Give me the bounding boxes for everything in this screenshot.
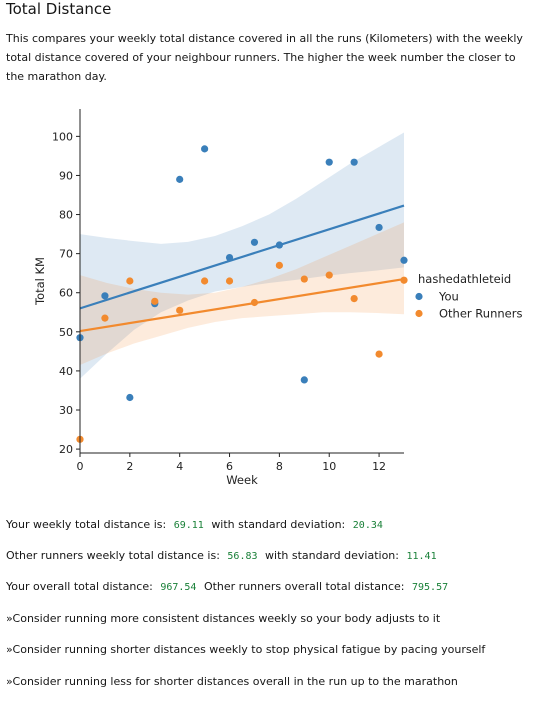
stat-you-sd-value: 20.34 [352,520,383,531]
data-point [101,292,109,300]
stat-you-weekly: Your weekly total distance is: 69.11 wit… [6,518,387,531]
y-tick-label: 40 [59,365,73,378]
data-point [176,175,184,183]
data-point [151,297,159,305]
y-tick-label: 30 [59,404,73,417]
data-point [325,158,333,166]
data-point [126,393,134,402]
data-point [225,253,234,262]
stat-others-weekly-label: Other runners weekly total distance is: [6,549,220,562]
tip-item: »Consider running shorter distances week… [6,643,486,656]
x-tick-label: 6 [226,460,233,473]
data-point [350,294,358,303]
x-tick-label: 2 [126,460,133,473]
data-point [201,145,209,153]
confidence-band-1 [80,222,404,366]
stat-others-weekly: Other runners weekly total distance is: … [6,549,441,562]
data-point [250,238,259,246]
confidence-band-0 [80,132,404,379]
data-point [126,277,134,285]
regression-line-0 [79,204,405,310]
x-tick-label: 4 [176,460,183,473]
data-point [400,256,408,264]
legend-title: hashedathleteid [418,272,511,286]
data-point [400,276,408,284]
stat-overall-value: 967.54 [160,582,197,593]
stat-you-weekly-label: Your weekly total distance is: [6,518,167,531]
stat-you-sd-label: with standard deviation: [211,518,346,531]
legend-label-0: You [438,290,459,304]
y-tick-label: 20 [59,443,73,456]
stat-others-weekly-value: 56.83 [227,551,258,562]
data-point [375,223,383,232]
data-point [300,376,308,384]
legend-marker-1 [415,309,423,318]
data-point [225,277,234,285]
y-tick-label: 90 [59,169,73,182]
stat-others-overall-label: Other runners overall total distance: [203,580,405,593]
data-point [375,350,383,358]
regression-line-1 [79,277,405,333]
stat-others-sd-label: with standard deviation: [265,549,399,562]
data-point [275,261,283,269]
tip-item: »Consider running more consistent distan… [6,612,441,625]
chart-description: This compares your weekly total distance… [6,32,523,83]
stat-others-sd-value: 11.41 [406,551,437,562]
stat-you-weekly-value: 69.11 [173,520,204,531]
y-tick-label: 70 [59,248,73,261]
data-point [275,241,283,249]
x-tick-label: 12 [372,460,386,473]
y-axis-label: Total KM [33,257,47,306]
legend-marker-0 [415,292,423,301]
data-point [250,298,259,307]
data-point [325,271,333,279]
page-title: Total Distance [6,0,112,18]
y-tick-label: 100 [52,130,73,143]
tip-item: »Consider running less for shorter dista… [6,675,458,688]
stat-overall-label: Your overall total distance: [6,580,153,593]
x-tick-label: 8 [276,460,283,473]
data-point [101,314,109,322]
x-tick-label: 10 [322,460,336,473]
stat-overall: Your overall total distance: 967.54 Othe… [6,580,452,593]
data-point [201,277,209,285]
stat-others-overall-value: 795.57 [411,582,449,593]
y-tick-label: 60 [59,287,73,300]
x-axis-label: Week [226,473,258,487]
y-tick-label: 80 [59,209,73,222]
total-distance-chart: 20 30 40 50 60 70 80 90 100 0 2 4 6 8 10 12 Week Total KM… [33,109,522,487]
legend-label-1: Other Runners [439,307,522,321]
data-point [300,275,308,283]
data-point [176,306,184,314]
y-tick-label: 50 [59,326,73,339]
data-point [350,158,358,166]
x-tick-label: 0 [77,460,84,473]
